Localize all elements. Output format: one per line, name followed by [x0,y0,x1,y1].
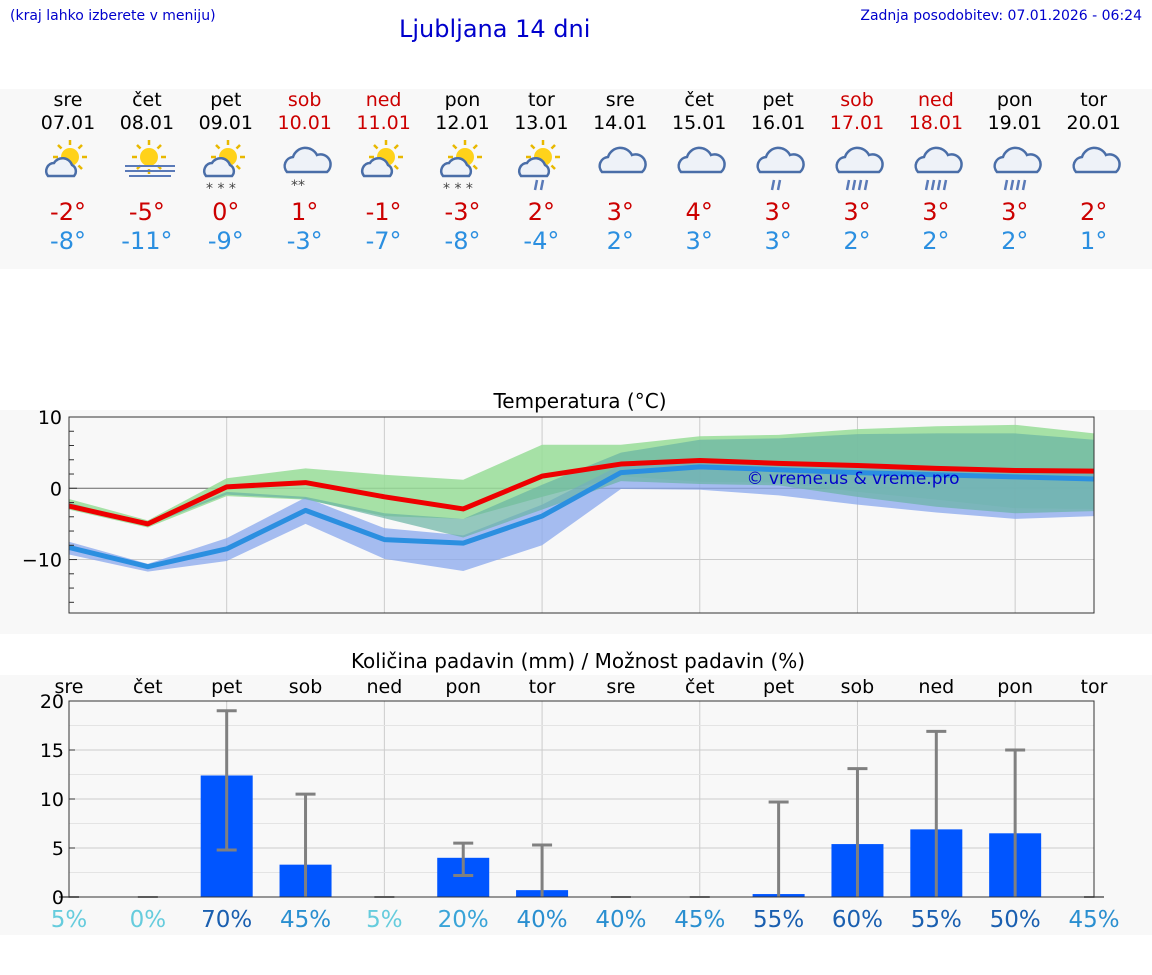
cloud-heavy-rain-icon [829,138,889,196]
sun-cloud-rain-icon [513,138,573,196]
max-temperature: -3° [444,198,481,226]
day-date: 08.01 [119,112,175,134]
last-updated: Zadnja posodobitev: 07.01.2026 - 06:24 [860,8,1142,24]
max-temperature: -2° [50,198,86,226]
sun-cloud-icon [40,138,100,196]
min-temperature: 3° [685,227,713,255]
max-temperature: 3° [922,198,950,226]
day-date: 14.01 [593,112,648,134]
min-temperature: -3° [286,227,323,255]
day-date: 09.01 [198,112,253,134]
svg-text:**: ** [291,178,305,194]
max-temperature: 0° [212,198,240,226]
day-name: pet [762,89,794,111]
min-temperature: -8° [444,227,481,255]
day-name: sob [287,89,322,111]
max-temperature: -5° [128,198,165,226]
day-name: pon [444,89,481,111]
cloud-icon [592,138,652,196]
cloud-snow-icon: ** [277,138,337,196]
day-name: čet [132,89,162,111]
max-temperature: 3° [843,198,871,226]
max-temperature: -1° [365,198,402,226]
min-temperature: 2° [843,227,871,255]
day-date: 12.01 [435,112,490,134]
page-title: Ljubljana 14 dni [399,15,591,43]
max-temperature: 1° [291,198,319,226]
precipitation-chart-title: Količina padavin (mm) / Možnost padavin … [351,649,805,673]
day-name: sre [53,89,83,111]
min-temperature: 2° [1001,227,1029,255]
cloud-heavy-rain-icon [908,138,968,196]
day-date: 20.01 [1066,112,1121,134]
max-temperature: 2° [1080,198,1108,226]
day-date: 16.01 [750,112,806,134]
day-date: 13.01 [514,112,569,134]
min-temperature: 2° [606,227,634,255]
cloud-heavy-rain-icon [987,138,1047,196]
day-date: 07.01 [40,112,96,134]
sun-cloud-icon [356,138,416,196]
svg-text:* * *: * * * [206,181,236,196]
svg-text:* * *: * * * [443,181,473,196]
day-name: sre [605,89,635,111]
max-temperature: 2° [527,198,556,226]
min-temperature: -7° [365,227,402,255]
precipitation-band [0,675,1152,935]
min-temperature: -9° [207,227,244,255]
day-date: 18.01 [908,112,964,134]
day-name: ned [917,89,954,111]
sun-fog-icon [119,138,179,196]
day-name: pet [210,89,242,111]
cloud-rain-icon [750,138,810,196]
temperature-band [0,410,1152,634]
max-temperature: 3° [764,198,792,226]
day-name: tor [527,89,555,111]
min-temperature: -8° [50,227,86,255]
day-date: 19.01 [987,112,1042,134]
min-temperature: 3° [764,227,792,255]
cloud-icon [1066,138,1126,196]
forecast-band [0,89,1152,269]
day-name: čet [684,89,714,111]
day-name: ned [365,89,402,111]
day-date: 17.01 [829,112,885,134]
max-temperature: 3° [606,198,634,226]
min-temperature: 2° [922,227,950,255]
min-temperature: 1° [1080,227,1108,255]
location-hint: (kraj lahko izberete v meniju) [10,8,216,24]
min-temperature: -11° [121,227,173,255]
sun-cloud-snow-icon: * * * [435,138,495,197]
day-name: tor [1080,89,1108,111]
max-temperature: 3° [1001,198,1029,226]
day-date: 10.01 [277,112,332,134]
cloud-icon [671,138,731,196]
min-temperature: -4° [523,227,560,255]
day-name: sob [840,89,874,111]
day-date: 15.01 [671,112,727,134]
day-name: pon [996,89,1033,111]
day-date: 11.01 [356,112,411,134]
max-temperature: 4° [685,198,713,226]
sun-cloud-snow-icon: * * * [198,138,258,197]
